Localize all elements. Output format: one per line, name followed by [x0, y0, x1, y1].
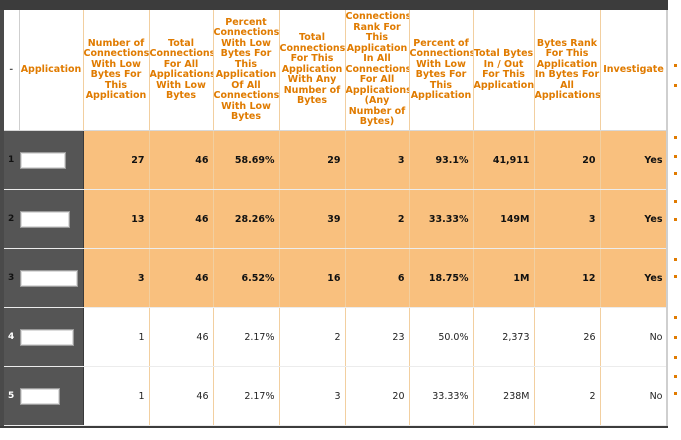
- total-connections-cell: 29: [279, 130, 346, 190]
- total-low-bytes-connections-cell: 46: [149, 366, 214, 426]
- header-bytes-rank[interactable]: Bytes Rank For This Application In Bytes…: [534, 10, 601, 131]
- percent-low-bytes-of-all-cell: 28.26%: [213, 189, 280, 249]
- redacted-application-name: [20, 151, 66, 169]
- low-bytes-connections-cell: 27: [83, 130, 150, 190]
- percent-low-bytes-cell: 18.75%: [409, 248, 474, 308]
- total-low-bytes-connections-cell: 46: [149, 130, 214, 190]
- edge-marker: [674, 375, 677, 378]
- bytes-rank-cell: 20: [534, 130, 601, 190]
- header-application[interactable]: Application: [19, 10, 84, 131]
- total-connections-cell: 2: [279, 307, 346, 367]
- header-percent-low-bytes-of-all[interactable]: Percent Connections With Low Bytes For T…: [213, 10, 280, 131]
- edge-marker: [674, 275, 677, 278]
- edge-marker: [674, 64, 677, 67]
- total-connections-cell: 3: [279, 366, 346, 426]
- redacted-application-name: [20, 269, 78, 287]
- header-investigate[interactable]: Investigate: [600, 10, 668, 131]
- bytes-rank-cell: 2: [534, 366, 601, 426]
- low-bytes-connections-cell: 1: [83, 366, 150, 426]
- edge-marker: [674, 84, 677, 87]
- total-bytes-cell: 238M: [473, 366, 535, 426]
- report-table-container: - Application Number of Connections With…: [4, 10, 668, 426]
- total-bytes-cell: 41,911: [473, 130, 535, 190]
- total-connections-cell: 16: [279, 248, 346, 308]
- header-row: - Application Number of Connections With…: [4, 10, 668, 131]
- investigate-cell: Yes: [600, 130, 668, 190]
- percent-low-bytes-cell: 33.33%: [409, 366, 474, 426]
- percent-low-bytes-cell: 50.0%: [409, 307, 474, 367]
- total-low-bytes-connections-cell: 46: [149, 189, 214, 249]
- edge-marker: [674, 200, 677, 203]
- application-name-cell[interactable]: [19, 248, 84, 308]
- bytes-rank-cell: 26: [534, 307, 601, 367]
- percent-low-bytes-of-all-cell: 58.69%: [213, 130, 280, 190]
- bytes-rank-cell: 3: [534, 189, 601, 249]
- edge-marker: [674, 392, 677, 395]
- vertical-scrollbar[interactable]: [666, 10, 668, 426]
- edge-marker: [674, 218, 677, 221]
- investigate-cell: Yes: [600, 189, 668, 249]
- total-bytes-cell: 149M: [473, 189, 535, 249]
- redacted-application-name: [20, 328, 74, 346]
- application-name-cell[interactable]: [19, 130, 84, 190]
- sort-caret: -: [9, 64, 14, 75]
- application-name-cell[interactable]: [19, 189, 84, 249]
- edge-marker: [674, 336, 677, 339]
- redacted-application-name: [20, 210, 70, 228]
- row-index: 4: [4, 307, 19, 367]
- total-low-bytes-connections-cell: 46: [149, 307, 214, 367]
- table-row[interactable]: 5 1 46 2.17% 3 20 33.33% 238M 2 No: [4, 366, 668, 426]
- low-bytes-applications-table: - Application Number of Connections With…: [4, 10, 668, 426]
- investigate-cell: Yes: [600, 248, 668, 308]
- edge-marker: [674, 172, 677, 175]
- bytes-rank-cell: 12: [534, 248, 601, 308]
- edge-marker: [674, 356, 677, 359]
- percent-low-bytes-of-all-cell: 2.17%: [213, 307, 280, 367]
- edge-marker: [674, 136, 677, 139]
- header-total-connections-any-bytes[interactable]: Total Connections For This Application W…: [279, 10, 346, 131]
- percent-low-bytes-cell: 33.33%: [409, 189, 474, 249]
- edge-marker: [674, 316, 677, 319]
- total-connections-cell: 39: [279, 189, 346, 249]
- row-index: 3: [4, 248, 19, 308]
- application-name-cell[interactable]: [19, 307, 84, 367]
- sort-column-header[interactable]: -: [4, 10, 20, 131]
- investigate-cell: No: [600, 307, 668, 367]
- edge-marker: [674, 258, 677, 261]
- connections-rank-cell: 6: [345, 248, 410, 308]
- row-index: 1: [4, 130, 19, 190]
- connections-rank-cell: 3: [345, 130, 410, 190]
- row-index: 5: [4, 366, 19, 426]
- low-bytes-connections-cell: 13: [83, 189, 150, 249]
- table-row[interactable]: 4 1 46 2.17% 2 23 50.0% 2,373 26 No: [4, 307, 668, 367]
- percent-low-bytes-of-all-cell: 2.17%: [213, 366, 280, 426]
- total-bytes-cell: 2,373: [473, 307, 535, 367]
- table-row[interactable]: 2 13 46 28.26% 39 2 33.33% 149M 3 Yes: [4, 189, 668, 249]
- right-edge-markers: [672, 0, 681, 440]
- header-low-bytes-connections[interactable]: Number of Connections With Low Bytes For…: [83, 10, 150, 131]
- row-index: 2: [4, 189, 19, 249]
- connections-rank-cell: 23: [345, 307, 410, 367]
- header-connections-rank[interactable]: Connections Rank For This Application In…: [345, 10, 410, 131]
- application-name-cell[interactable]: [19, 366, 84, 426]
- low-bytes-connections-cell: 1: [83, 307, 150, 367]
- table-row[interactable]: 1 27 46 58.69% 29 3 93.1% 41,911 20 Yes: [4, 130, 668, 190]
- redacted-application-name: [20, 387, 60, 405]
- total-bytes-cell: 1M: [473, 248, 535, 308]
- connections-rank-cell: 20: [345, 366, 410, 426]
- percent-low-bytes-cell: 93.1%: [409, 130, 474, 190]
- header-total-bytes[interactable]: Total Bytes In / Out For This Applicatio…: [473, 10, 535, 131]
- percent-low-bytes-of-all-cell: 6.52%: [213, 248, 280, 308]
- bottom-border: [0, 426, 668, 428]
- low-bytes-connections-cell: 3: [83, 248, 150, 308]
- header-percent-low-bytes[interactable]: Percent of Connections With Low Bytes Fo…: [409, 10, 474, 131]
- header-total-low-bytes-connections[interactable]: Total Connections For All Applications W…: [149, 10, 214, 131]
- top-border: [0, 0, 668, 10]
- connections-rank-cell: 2: [345, 189, 410, 249]
- edge-marker: [674, 155, 677, 158]
- investigate-cell: No: [600, 366, 668, 426]
- total-low-bytes-connections-cell: 46: [149, 248, 214, 308]
- table-row[interactable]: 3 3 46 6.52% 16 6 18.75% 1M 12 Yes: [4, 248, 668, 308]
